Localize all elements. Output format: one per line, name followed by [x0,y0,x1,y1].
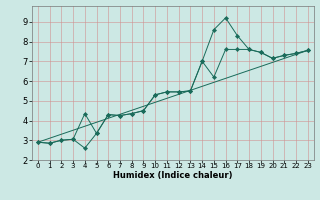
X-axis label: Humidex (Indice chaleur): Humidex (Indice chaleur) [113,171,233,180]
